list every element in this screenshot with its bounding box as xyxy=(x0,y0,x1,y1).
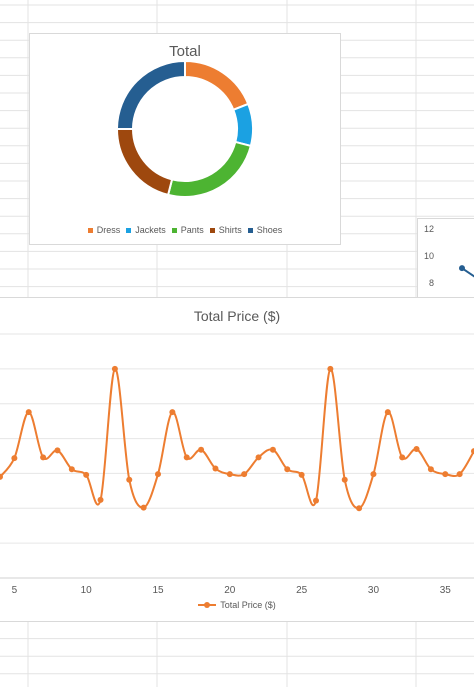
data-point xyxy=(341,476,348,483)
legend-swatch xyxy=(87,227,93,233)
y-tick-label: 12 xyxy=(424,224,434,234)
data-point xyxy=(442,471,449,478)
legend-label: Total Price ($) xyxy=(220,600,276,610)
data-point xyxy=(68,466,75,473)
line-plot-area: 5 10 15 20 25 30 35 xyxy=(0,333,474,596)
data-point xyxy=(370,471,377,478)
legend-swatch xyxy=(209,227,215,233)
data-point xyxy=(126,476,133,483)
y-tick-label: 10 xyxy=(424,251,434,261)
legend-label: Dress xyxy=(96,225,121,235)
legend-item: Total Price ($) xyxy=(198,600,276,610)
chart-title: Total xyxy=(169,43,201,60)
chart-title: Total Price ($) xyxy=(193,308,281,324)
legend-label: Shoes xyxy=(256,225,283,235)
legend-swatch xyxy=(247,227,253,233)
legend-item: Shoes xyxy=(247,225,283,235)
data-point xyxy=(471,448,474,455)
x-tick-label: 25 xyxy=(296,585,308,596)
data-point xyxy=(456,471,463,478)
data-point xyxy=(459,265,465,272)
line-chart[interactable]: Total Price ($) 5 10 15 20 25 30 35 Total Pric… xyxy=(0,297,474,622)
data-point xyxy=(356,505,363,512)
x-tick-label: 5 xyxy=(12,585,18,596)
data-point xyxy=(255,454,262,461)
legend-line-marker xyxy=(198,602,217,608)
data-point xyxy=(25,409,32,416)
data-point xyxy=(399,454,406,461)
legend-item: Pants xyxy=(171,225,204,235)
data-point xyxy=(0,473,3,480)
x-tick-label: 10 xyxy=(81,585,93,596)
data-point xyxy=(54,447,61,454)
data-point xyxy=(298,471,305,478)
data-point xyxy=(226,471,233,478)
data-point xyxy=(155,471,161,478)
x-tick-label: 15 xyxy=(152,585,164,596)
data-point xyxy=(327,365,334,372)
donut-slice-dress xyxy=(184,59,250,112)
data-point xyxy=(11,455,18,462)
data-point xyxy=(384,409,391,416)
data-point xyxy=(284,466,291,473)
x-tick-label: 20 xyxy=(224,585,236,596)
data-point xyxy=(212,465,219,472)
legend-item: Dress xyxy=(87,225,121,235)
chart-legend: Dress Jackets Pants Shirts Shoes xyxy=(30,225,340,235)
legend-item: Jackets xyxy=(126,225,166,235)
x-tick-label: 30 xyxy=(368,585,380,596)
data-point xyxy=(97,496,104,503)
data-point xyxy=(140,504,147,511)
legend-label: Jackets xyxy=(135,225,166,235)
donut-slice-jackets xyxy=(232,102,254,148)
legend-swatch xyxy=(126,227,132,233)
series-line xyxy=(461,267,474,278)
data-point xyxy=(269,446,276,453)
donut-slice-pants xyxy=(166,140,253,198)
legend-swatch xyxy=(171,227,177,233)
donut-slice-shirts xyxy=(115,128,174,197)
donut-chart[interactable]: Total Dress Jackets Pants Shirts Shoes xyxy=(29,33,341,245)
data-point xyxy=(83,471,90,478)
chart-legend: Total Price ($) xyxy=(0,600,474,610)
legend-item: Shirts xyxy=(209,225,242,235)
x-tick-label: 35 xyxy=(440,585,452,596)
data-point xyxy=(111,365,118,372)
data-point xyxy=(313,497,319,504)
donut-plot-area xyxy=(115,59,254,198)
y-tick-label: 8 xyxy=(429,278,434,288)
data-point xyxy=(413,446,420,453)
legend-label: Shirts xyxy=(218,225,242,235)
data-point xyxy=(427,466,434,473)
data-point xyxy=(183,454,190,461)
partial-plot-area: 8 10 12 xyxy=(424,224,474,288)
data-point xyxy=(169,409,176,416)
data-point xyxy=(198,446,205,453)
legend-label: Pants xyxy=(180,225,204,235)
partial-line-chart[interactable]: 8 10 12 xyxy=(417,218,474,297)
series-line-total-price xyxy=(0,367,474,510)
data-point xyxy=(241,471,248,478)
data-point xyxy=(40,454,47,461)
donut-slice-shoes xyxy=(115,59,186,130)
